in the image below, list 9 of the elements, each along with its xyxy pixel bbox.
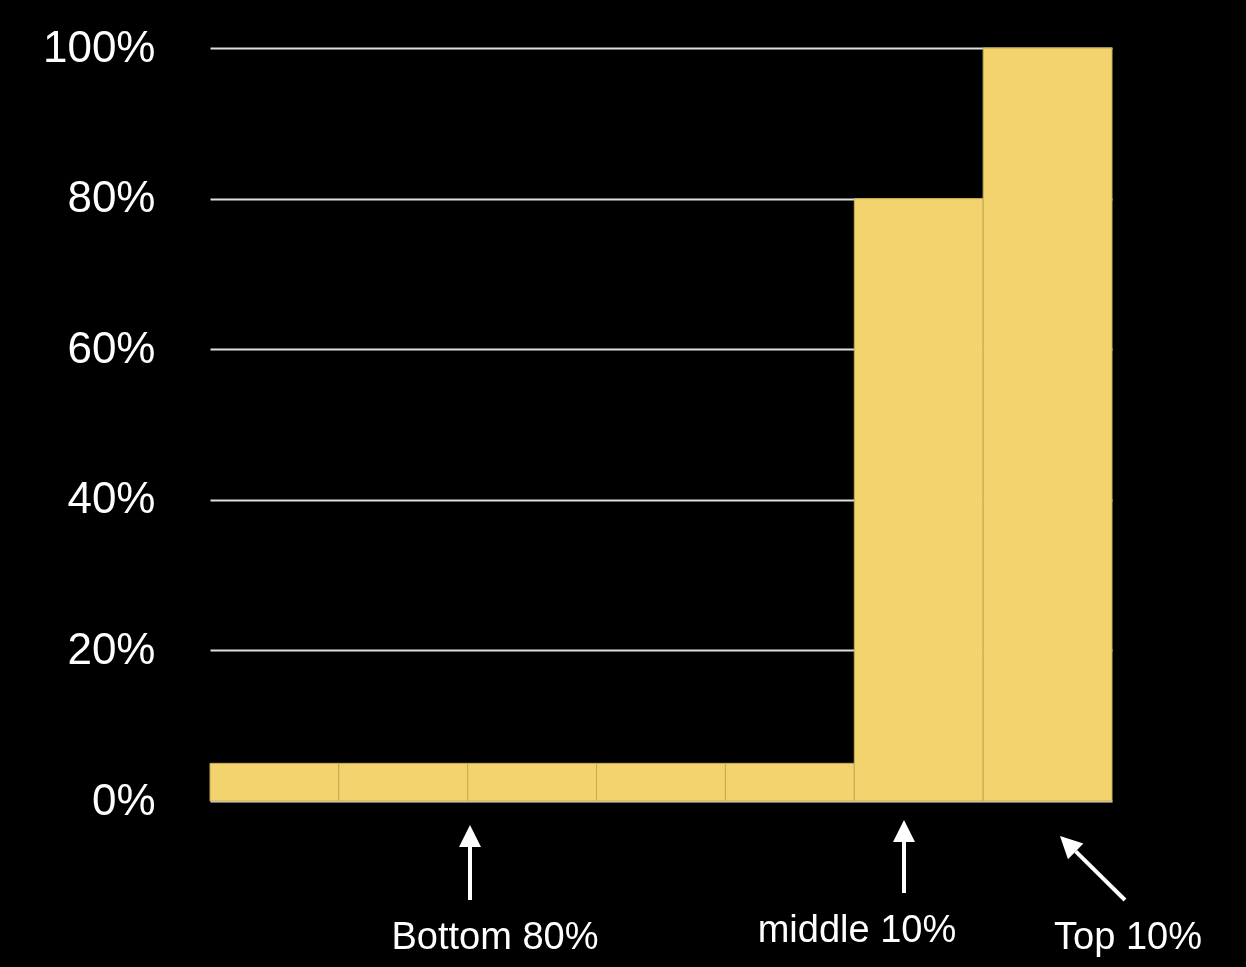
y-tick-label: 40% bbox=[67, 473, 156, 523]
y-tick-label: 100% bbox=[42, 21, 156, 71]
y-tick-label: 20% bbox=[67, 623, 156, 673]
y-tick-label: 60% bbox=[67, 322, 156, 372]
text: middle 10% bbox=[757, 908, 957, 951]
y-tick-label: 80% bbox=[67, 172, 156, 222]
y-tick-label: 0% bbox=[91, 774, 156, 824]
text: Top 10% bbox=[1054, 915, 1202, 958]
text: Bottom 80% bbox=[391, 915, 599, 958]
